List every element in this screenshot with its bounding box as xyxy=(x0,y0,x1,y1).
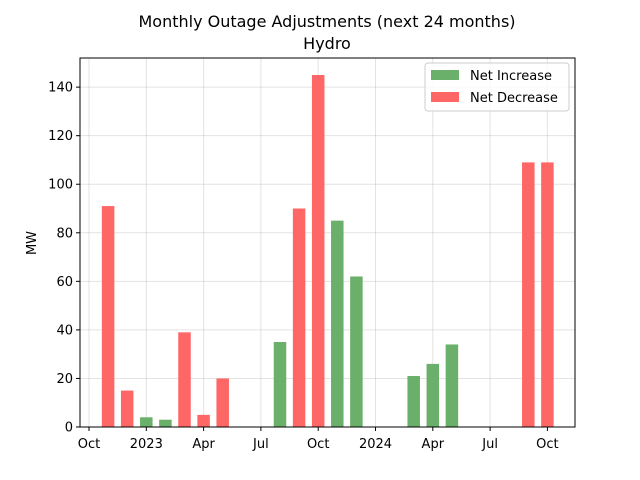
legend: Net Increase Net Decrease xyxy=(424,62,570,112)
x-tick-label: 2024 xyxy=(359,437,392,452)
chart-title: Monthly Outage Adjustments (next 24 mont… xyxy=(138,12,515,31)
bar-net-increase xyxy=(140,417,153,427)
legend-label-increase: Net Increase xyxy=(470,69,552,84)
bar-net-increase xyxy=(273,342,287,427)
bar-net-decrease xyxy=(197,414,210,427)
y-axis-label: MW xyxy=(25,231,40,255)
x-tick-label: Apr xyxy=(192,437,215,452)
x-tick-label: Oct xyxy=(78,437,100,452)
bar-net-increase xyxy=(159,419,172,427)
axis-ticks: 0 20 40 60 80 100 120 140 Oct 2023 Apr Jul Oct 2024 Ap… xyxy=(48,81,558,452)
plot-frame xyxy=(79,57,576,428)
bar-net-decrease xyxy=(178,332,191,427)
chart-subtitle: Hydro xyxy=(303,34,351,53)
bar-net-increase xyxy=(407,376,420,427)
y-tick-label: 140 xyxy=(48,81,73,96)
y-tick-label: 120 xyxy=(48,129,73,144)
bar-net-increase xyxy=(350,276,363,427)
bar-net-decrease xyxy=(541,162,554,427)
bar-net-increase xyxy=(445,344,459,427)
y-tick-label: 0 xyxy=(65,421,73,436)
legend-label-decrease: Net Decrease xyxy=(470,91,558,106)
y-tick-label: 40 xyxy=(56,323,73,338)
legend-swatch-increase xyxy=(431,70,459,80)
bar-net-decrease xyxy=(101,206,115,427)
y-tick-label: 100 xyxy=(48,178,73,193)
bar-net-decrease xyxy=(311,74,325,428)
bar-net-increase xyxy=(331,220,344,427)
grid xyxy=(80,58,575,428)
legend-swatch-decrease xyxy=(431,92,459,102)
bar-net-increase xyxy=(426,363,440,427)
x-tick-label: Oct xyxy=(307,437,329,452)
y-tick-label: 20 xyxy=(56,372,73,387)
x-tick-label: Jul xyxy=(481,437,498,452)
bar-net-decrease xyxy=(216,378,229,427)
x-tick-label: Apr xyxy=(422,437,445,452)
bars xyxy=(101,74,554,428)
legend-box xyxy=(424,62,570,112)
bar-net-decrease xyxy=(522,162,535,427)
x-tick-label: Jul xyxy=(252,437,269,452)
bar-net-decrease xyxy=(120,390,134,427)
x-tick-label: 2023 xyxy=(130,437,163,452)
bar-net-decrease xyxy=(292,208,306,427)
x-tick-label: Oct xyxy=(536,437,558,452)
y-tick-label: 60 xyxy=(56,275,73,290)
y-tick-label: 80 xyxy=(56,226,73,241)
